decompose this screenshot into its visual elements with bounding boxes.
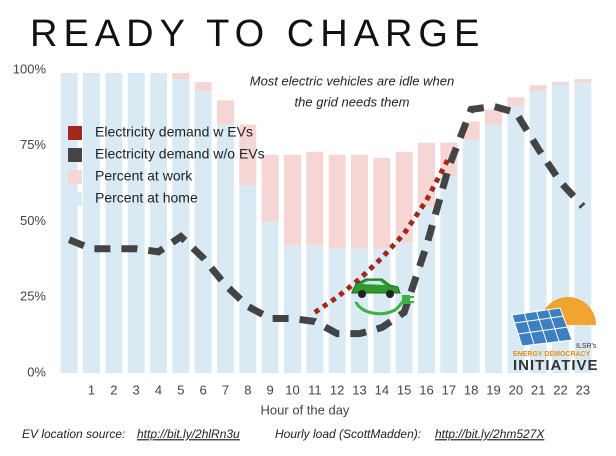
y-tick-label: 75%	[20, 137, 46, 152]
logo-text: ENERGY DEMOCRACY	[513, 351, 591, 358]
legend-swatch	[68, 192, 82, 206]
bar	[306, 151, 324, 246]
bar	[60, 73, 78, 373]
y-tick-label: 100%	[13, 61, 47, 76]
x-tick-label: 4	[155, 382, 162, 397]
legend-swatch	[68, 148, 82, 162]
bar	[83, 73, 100, 373]
bar	[261, 221, 279, 373]
x-tick-label: 2	[110, 382, 117, 397]
bar	[105, 73, 123, 373]
legend-swatch	[68, 170, 82, 184]
bar	[418, 206, 435, 373]
legend-label: Electricity demand w/o EVs	[95, 146, 265, 162]
bar	[507, 106, 525, 374]
legend-label: Percent at work	[95, 168, 193, 184]
source-label: Hourly load (ScottMadden):	[275, 427, 421, 441]
bar	[529, 85, 547, 92]
bar	[127, 73, 145, 373]
logo: ILSR's ENERGY DEMOCRACY INITIATIVE	[511, 297, 599, 374]
x-tick-label: 11	[308, 382, 322, 397]
y-tick-label: 25%	[20, 289, 46, 304]
bar	[172, 73, 190, 80]
x-tick-label: 3	[133, 382, 140, 397]
x-tick-label: 6	[200, 382, 207, 397]
bar	[440, 176, 458, 373]
bar	[529, 91, 547, 374]
legend-label: Electricity demand w EVs	[95, 124, 253, 140]
x-tick-label: 16	[419, 382, 433, 397]
legend-swatch	[68, 126, 82, 140]
chart-title: READY TO CHARGE	[30, 13, 485, 55]
bar	[194, 91, 212, 374]
logo-text: INITIATIVE	[513, 357, 599, 374]
car-icon	[351, 278, 414, 316]
bar	[351, 154, 368, 249]
bar	[328, 154, 346, 249]
x-tick-label: 10	[285, 382, 299, 397]
bar	[574, 82, 592, 374]
source-link[interactable]: http://bit.ly/2hlRn3u	[137, 427, 240, 441]
logo-text: ILSR's	[576, 343, 597, 350]
bar	[284, 245, 301, 373]
bar	[150, 73, 167, 373]
x-tick-label: 17	[442, 382, 456, 397]
x-tick-label: 22	[553, 382, 567, 397]
y-tick-label: 50%	[20, 213, 46, 228]
x-tick-label: 20	[509, 382, 523, 397]
x-tick-label: 14	[375, 382, 389, 397]
line	[67, 102, 586, 338]
bar	[239, 185, 257, 373]
bar	[261, 154, 279, 222]
x-tick-label: 15	[397, 382, 411, 397]
plot-area: 0%25%50%75%100%1 2 3 4 5 6 7 8 9 10 11 12 13 14 15 16 17…	[13, 61, 592, 397]
x-tick-label: 23	[576, 382, 590, 397]
bar	[194, 82, 212, 92]
bar	[552, 82, 569, 86]
legend-label: Percent at home	[95, 190, 198, 206]
bar	[172, 79, 190, 373]
annotation: Most electric vehicles are idle when	[250, 73, 454, 88]
source-link[interactable]: http://bit.ly/2hm527X	[435, 427, 545, 441]
bar	[462, 139, 480, 373]
bar	[485, 109, 502, 125]
annotation: the grid needs them	[295, 94, 410, 109]
bar	[217, 100, 234, 125]
x-tick-label: 21	[531, 382, 545, 397]
bar	[217, 124, 234, 373]
x-tick-label: 13	[352, 382, 366, 397]
x-tick-label: 1	[88, 382, 95, 397]
bar	[284, 154, 301, 246]
bar	[328, 248, 346, 373]
bar	[373, 157, 391, 249]
x-tick-label: 19	[486, 382, 500, 397]
x-tick-label: 12	[330, 382, 344, 397]
y-tick-label: 0%	[27, 364, 46, 379]
x-tick-label: 9	[267, 382, 274, 397]
bar	[239, 124, 257, 186]
bar	[373, 248, 391, 373]
bar	[485, 124, 502, 373]
x-tick-label: 18	[464, 382, 478, 397]
source-label: EV location source:	[22, 427, 125, 441]
bar	[507, 97, 525, 107]
x-axis-title: Hour of the day	[261, 402, 350, 417]
x-tick-label: 8	[244, 382, 251, 397]
x-tick-label: 7	[222, 382, 229, 397]
x-tick-label: 5	[177, 382, 184, 397]
bar	[574, 79, 592, 83]
bar	[395, 151, 413, 243]
bar	[306, 245, 324, 373]
